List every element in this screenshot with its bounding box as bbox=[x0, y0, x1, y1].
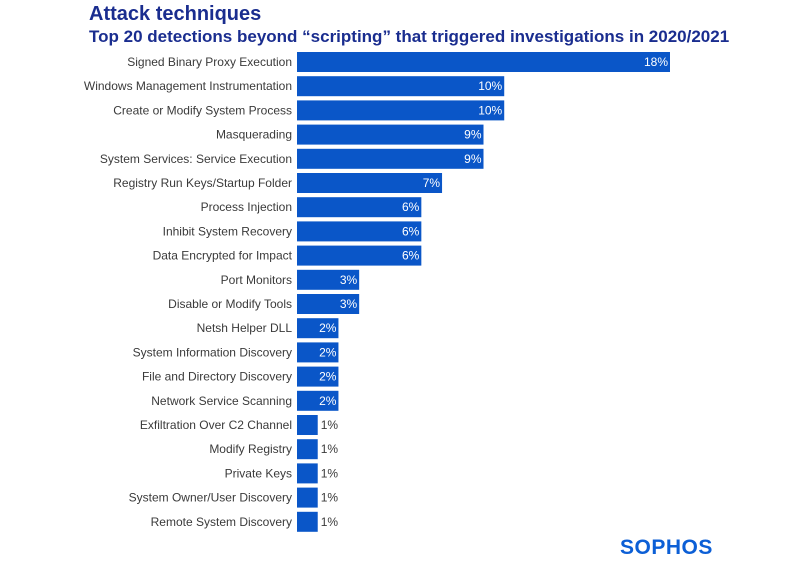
category-label: Registry Run Keys/Startup Folder bbox=[113, 176, 292, 190]
bar bbox=[297, 511, 318, 532]
bar-row: Disable or Modify Tools 3% bbox=[168, 294, 360, 314]
value-label: 1% bbox=[321, 418, 339, 432]
bar bbox=[297, 366, 339, 387]
value-label: 3% bbox=[340, 297, 358, 311]
bar-row: Exfiltration Over C2 Channel 1% bbox=[140, 415, 338, 435]
bar bbox=[297, 342, 339, 363]
category-label: Port Monitors bbox=[221, 273, 292, 287]
value-label: 3% bbox=[340, 273, 358, 287]
chart-title: Attack techniques bbox=[89, 3, 262, 25]
bar bbox=[297, 100, 505, 121]
category-label: System Information Discovery bbox=[133, 345, 292, 359]
category-label: Signed Binary Proxy Execution bbox=[127, 55, 292, 69]
bar-row: Private Keys 1% bbox=[225, 463, 339, 484]
bar-row: Remote System Discovery 1% bbox=[151, 511, 339, 532]
category-label: Remote System Discovery bbox=[151, 515, 292, 529]
value-label: 1% bbox=[321, 442, 339, 456]
value-label: 7% bbox=[423, 176, 441, 190]
category-label: Private Keys bbox=[225, 466, 292, 480]
bar-row: Modify Registry 1% bbox=[209, 439, 339, 460]
bar-row: Netsh Helper DLL 2% bbox=[197, 318, 339, 339]
value-label: 6% bbox=[402, 224, 420, 238]
category-label: File and Directory Discovery bbox=[142, 370, 292, 384]
value-label: 2% bbox=[319, 345, 337, 359]
category-label: Windows Management Instrumentation bbox=[84, 79, 292, 93]
chart-subtitle: Top 20 detections beyond “scripting” tha… bbox=[89, 27, 730, 46]
category-label: Process Injection bbox=[201, 200, 292, 214]
value-label: 1% bbox=[321, 515, 339, 529]
bar bbox=[297, 245, 422, 266]
bar-row: Registry Run Keys/Startup Folder 7% bbox=[113, 173, 443, 193]
value-label: 18% bbox=[644, 55, 668, 69]
bar bbox=[297, 124, 484, 145]
value-label: 6% bbox=[402, 200, 420, 214]
bar-row: Port Monitors 3% bbox=[221, 269, 360, 290]
bar-row: Inhibit System Recovery 6% bbox=[163, 221, 422, 242]
value-label: 9% bbox=[464, 128, 482, 142]
category-label: Exfiltration Over C2 Channel bbox=[140, 418, 292, 432]
bar-row: Data Encrypted for Impact 6% bbox=[153, 245, 422, 266]
value-label: 9% bbox=[464, 152, 482, 166]
bar bbox=[297, 148, 484, 169]
category-label: Netsh Helper DLL bbox=[197, 321, 293, 335]
category-label: System Services: Service Execution bbox=[100, 152, 292, 166]
sophos-logo: SOPHOS bbox=[620, 536, 713, 559]
bar bbox=[297, 487, 318, 508]
value-label: 1% bbox=[321, 466, 339, 480]
category-label: Inhibit System Recovery bbox=[163, 224, 292, 238]
bar bbox=[297, 52, 670, 72]
bar bbox=[297, 269, 360, 290]
bar bbox=[297, 415, 318, 435]
category-label: Data Encrypted for Impact bbox=[153, 249, 293, 263]
value-label: 2% bbox=[319, 321, 337, 335]
bar-row: Masquerading 9% bbox=[216, 124, 484, 145]
bar bbox=[297, 390, 339, 411]
bar bbox=[297, 294, 360, 314]
category-label: Masquerading bbox=[216, 128, 292, 142]
category-label: System Owner/User Discovery bbox=[129, 491, 292, 505]
bar-row: System Services: Service Execution 9% bbox=[100, 148, 484, 169]
bar bbox=[297, 197, 422, 218]
category-label: Disable or Modify Tools bbox=[168, 297, 292, 311]
bar bbox=[297, 173, 443, 193]
bar bbox=[297, 439, 318, 460]
bar bbox=[297, 76, 505, 97]
bar-row: Windows Management Instrumentation 10% bbox=[84, 76, 505, 97]
value-label: 2% bbox=[319, 394, 337, 408]
bar-row: System Information Discovery 2% bbox=[133, 342, 339, 363]
value-label: 2% bbox=[319, 370, 337, 384]
value-label: 10% bbox=[478, 103, 502, 117]
category-label: Network Service Scanning bbox=[151, 394, 292, 408]
category-label: Create or Modify System Process bbox=[113, 103, 292, 117]
bar bbox=[297, 463, 318, 484]
bar bbox=[297, 221, 422, 242]
bar-row: Network Service Scanning 2% bbox=[151, 390, 339, 411]
value-label: 1% bbox=[321, 491, 339, 505]
value-label: 10% bbox=[478, 79, 502, 93]
category-label: Modify Registry bbox=[209, 442, 292, 456]
bar-row: File and Directory Discovery 2% bbox=[142, 366, 339, 387]
bar bbox=[297, 318, 339, 339]
bar-row: Process Injection 6% bbox=[201, 197, 422, 218]
bar-row: System Owner/User Discovery 1% bbox=[129, 487, 339, 508]
bar-row: Create or Modify System Process 10% bbox=[113, 100, 505, 121]
value-label: 6% bbox=[402, 249, 420, 263]
bar-row: Signed Binary Proxy Execution 18% bbox=[127, 52, 670, 72]
